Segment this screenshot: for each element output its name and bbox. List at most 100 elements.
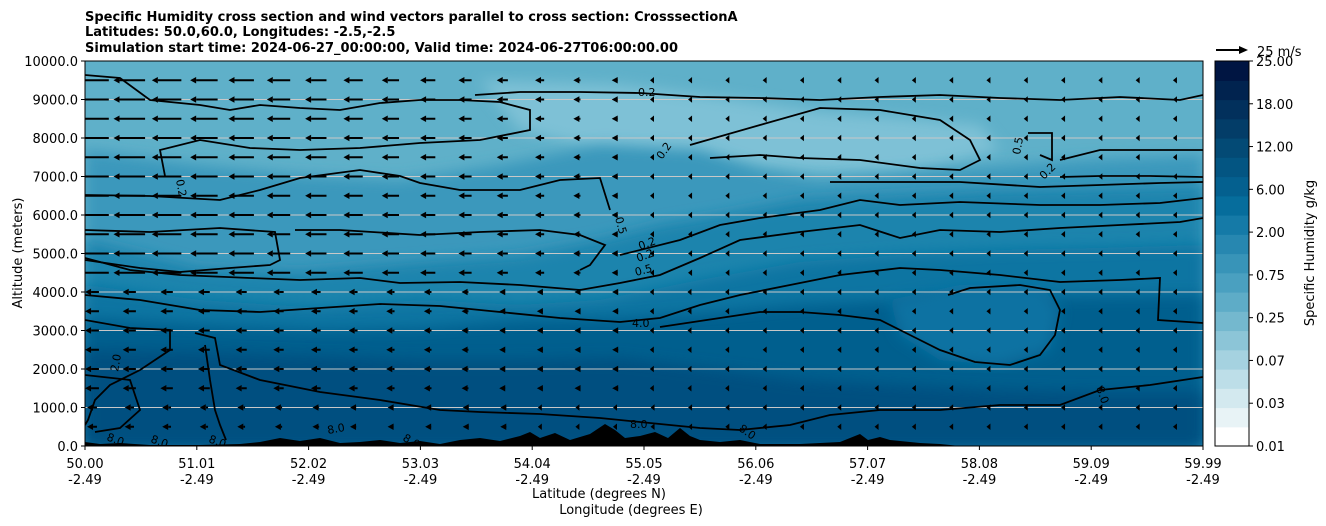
wind-vector-arrow [911,115,916,122]
wind-vector-arrow [237,423,246,430]
wind-vector-arrow [1023,308,1028,315]
wind-vector-arrow [386,346,395,353]
wind-vector-arrow [420,96,436,103]
colorbar-segment [1215,99,1249,120]
wind-vector-arrow [986,96,991,103]
wind-vector-arrow [496,96,508,103]
contour-4.0 [85,267,1203,324]
wind-vector-arrow [650,404,655,411]
wind-vector-arrow [266,250,291,257]
wind-vector-arrow [837,115,842,122]
x-tick-label-lon: -2.49 [292,473,326,488]
wind-vector-arrow [535,173,545,180]
wind-vector-arrow [725,96,730,103]
wind-vector-arrow [425,423,432,430]
wind-vector-arrow [461,288,469,296]
wind-vector-arrow [725,385,730,392]
wind-vector-arrow [1135,385,1140,392]
x-tick-label-lon: -2.49 [739,473,773,488]
wind-vector-arrow [949,385,954,392]
wind-vector-arrow [386,365,395,373]
wind-vector-arrow [85,156,109,159]
wind-vector-arrow [1172,365,1177,373]
wind-vector-arrow [461,346,469,353]
quiver-key-arrowhead-icon [1239,46,1248,54]
wind-vector-arrow [499,288,506,296]
wind-vector-arrow [1098,346,1103,353]
wind-vector-arrow [113,269,146,276]
wind-vector-arrow [381,173,400,180]
wind-vector-arrow [305,134,327,142]
wind-vector-arrow [87,423,97,430]
wind-vector-arrow [274,423,283,430]
wind-vector-arrow [1061,154,1066,161]
wind-vector-arrow [649,346,654,353]
wind-vector-arrow [343,115,363,122]
wind-vector-arrow [228,231,254,238]
wind-vector-arrow [381,115,400,122]
wind-vector-arrow [348,346,358,353]
wind-vector-arrow [574,365,581,373]
wind-vector-arrow [343,77,363,84]
y-tick-label: 4000.0 [33,286,79,301]
wind-vector-arrow [151,154,182,161]
wind-vector-arrow [85,327,99,334]
wind-vector-arrow [799,385,804,392]
wind-vector-arrow [949,327,954,334]
y-tick-label: 10000.0 [24,55,78,70]
colorbar-segment [1215,138,1249,158]
wind-vector-arrow [911,77,916,84]
wind-vector-arrow [911,192,916,199]
wind-vector-arrow [1023,250,1028,257]
colorbar-segment [1215,234,1249,255]
wind-vector-arrow [911,327,916,334]
wind-vector-arrow [949,115,954,122]
wind-vector-arrow [649,365,654,373]
wind-vector-arrow [1023,115,1028,122]
wind-vector-arrow [874,211,879,219]
wind-vector-arrow [911,404,916,411]
contour-label: 0.5 [633,262,653,279]
x-tick-label-lat: 50.00 [66,457,103,472]
wind-vector-arrow [725,346,730,353]
wind-vector-arrow [151,96,182,103]
contour-2.0-low-left [85,319,171,426]
wind-vector-arrow [305,192,327,199]
wind-vector-arrow [124,423,134,430]
colorbar-tick-label: 12.00 [1256,141,1293,156]
colorbar-frame [1214,60,1250,447]
y-tick-label: 9000.0 [33,94,79,109]
wind-vector-arrow [496,173,508,180]
wind-vector-arrow [911,154,916,161]
wind-vector-arrow [874,115,879,122]
wind-vector-arrow [986,385,991,392]
wind-vector-arrow [1023,327,1028,334]
wind-vector-arrow [611,173,618,180]
wind-vector-arrow [381,154,400,161]
contour-label: 0.2 [638,86,656,99]
x-tick-label-lat: 52.02 [290,457,327,472]
wind-vector-arrow [911,173,916,180]
wind-vector-arrow [535,96,545,103]
colorbar-segment [1215,292,1249,312]
humidity-band-inner-patch [890,285,1060,365]
wind-vector-arrow [496,211,508,219]
colorbar-segment [1215,426,1249,447]
wind-vector-arrow [650,192,655,199]
wind-vector-arrow [611,269,618,276]
wind-vector-arrow [461,385,469,392]
wind-vector-arrow [499,365,506,373]
wind-vector-arrow [1135,211,1140,219]
wind-vector-arrow [688,115,693,122]
wind-vector-arrow [911,423,916,430]
wind-vector-arrow [949,77,954,84]
wind-vector-arrow [687,346,692,353]
wind-vector-arrow [612,288,619,296]
wind-vector-arrow [687,385,692,392]
x-tick-label-lat: 59.99 [1184,457,1221,472]
wind-vector-arrow [235,385,247,392]
colorbar-tick-label: 2.00 [1256,226,1285,241]
wind-vector-arrow [1098,288,1103,296]
wind-vector-arrow [198,288,210,296]
y-tick-label: 2000.0 [33,363,79,378]
